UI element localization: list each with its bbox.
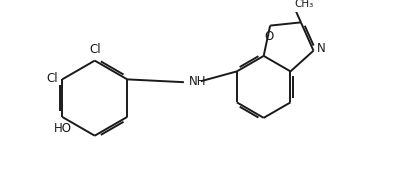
Text: O: O [265,30,274,43]
Text: N: N [317,42,326,55]
Text: Cl: Cl [89,43,101,56]
Text: CH₃: CH₃ [294,0,314,8]
Text: NH: NH [188,75,206,88]
Text: Cl: Cl [47,72,58,85]
Text: HO: HO [54,122,72,135]
